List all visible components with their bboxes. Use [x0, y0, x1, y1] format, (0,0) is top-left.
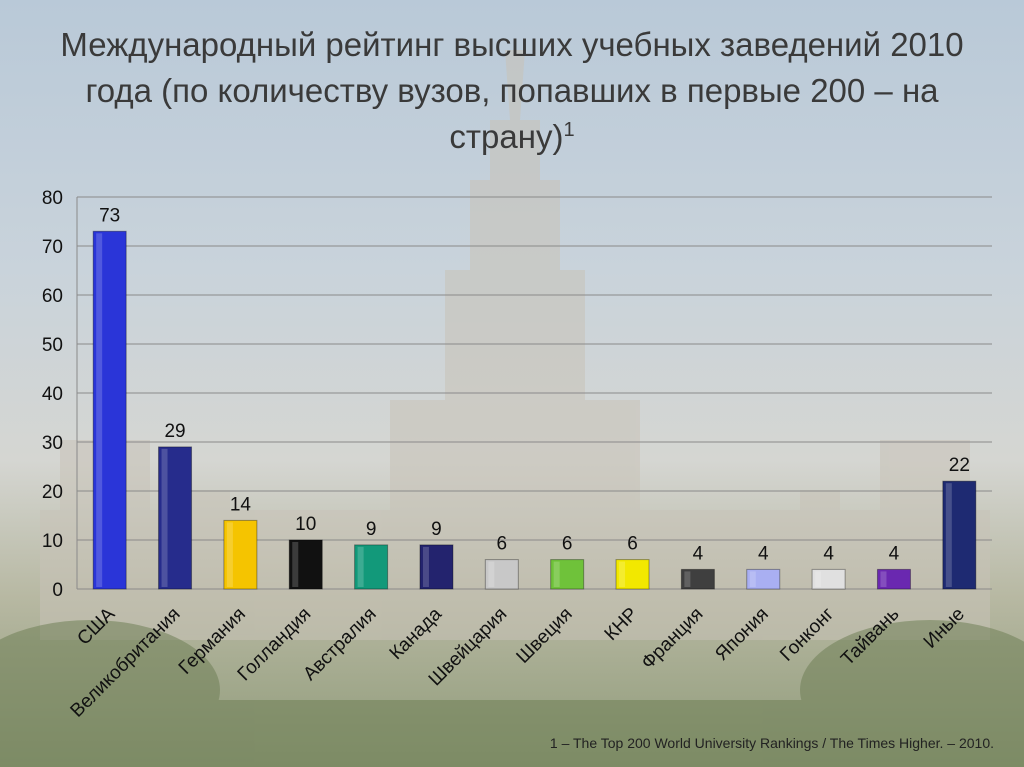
bar-highlight: [422, 546, 429, 587]
data-label: 4: [693, 543, 704, 564]
bar-highlight: [880, 571, 887, 587]
bar-highlight: [161, 448, 168, 587]
data-label: 6: [497, 534, 508, 555]
bar: [746, 568, 781, 590]
chart-title: Международный рейтинг высших учебных зав…: [40, 22, 984, 160]
title-footnote-mark: 1: [563, 119, 575, 141]
data-label: 29: [164, 421, 185, 442]
y-tick-label: 50: [42, 335, 63, 356]
data-label: 4: [823, 543, 834, 564]
bar: [942, 480, 977, 590]
bar: [158, 446, 193, 590]
bar-highlight: [96, 233, 103, 588]
y-tick-label: 30: [42, 433, 63, 454]
data-label: 6: [562, 534, 573, 555]
y-tick-label: 20: [42, 482, 63, 503]
x-tick-label: Иные: [920, 604, 969, 653]
chart-title-text: Международный рейтинг высших учебных зав…: [60, 26, 964, 155]
data-label: 73: [99, 205, 120, 226]
x-tick-label: Канада: [386, 603, 447, 664]
bar-highlight: [619, 561, 626, 587]
bar: [354, 544, 389, 590]
bar: [484, 559, 519, 590]
bar-highlight: [226, 522, 233, 587]
data-label: 9: [366, 519, 377, 540]
bar: [288, 539, 323, 590]
bar: [92, 230, 127, 590]
bar: [615, 559, 650, 590]
bar-highlight: [488, 561, 495, 587]
data-label: 4: [758, 543, 769, 564]
x-tick-label: Франция: [638, 604, 708, 674]
data-label: 9: [431, 519, 442, 540]
bar-highlight: [749, 571, 756, 587]
bar-highlight: [684, 571, 691, 587]
bar: [811, 568, 846, 590]
x-tick-label: Япония: [711, 604, 773, 666]
y-tick-label: 80: [42, 188, 63, 209]
footnote: 1 – The Top 200 World University Ranking…: [549, 735, 994, 751]
data-label: 4: [889, 543, 900, 564]
x-tick-label: Гонконг: [776, 604, 838, 666]
bar: [876, 568, 911, 590]
bar-highlight: [553, 561, 560, 587]
data-label: 6: [627, 534, 638, 555]
bar-highlight: [815, 571, 822, 587]
bar-highlight: [357, 546, 364, 587]
x-tick-label: Тайвань: [837, 604, 903, 670]
y-tick-label: 60: [42, 286, 63, 307]
bar-highlight: [292, 542, 299, 587]
y-tick-label: 10: [42, 531, 63, 552]
x-tick-label: Швеция: [513, 604, 577, 668]
bar: [550, 559, 585, 590]
bar: [223, 519, 258, 590]
bar: [680, 568, 715, 590]
x-tick-label: КНР: [601, 604, 642, 645]
bar: [419, 544, 454, 590]
data-label: 22: [949, 455, 970, 476]
x-tick-label: Великобритания: [67, 604, 185, 722]
y-tick-label: 70: [42, 237, 63, 258]
data-label: 10: [295, 514, 316, 535]
data-label: 14: [230, 494, 252, 515]
x-tick-label: США: [73, 603, 119, 649]
bar-highlight: [945, 483, 952, 587]
y-tick-label: 0: [52, 580, 63, 601]
y-tick-label: 40: [42, 384, 63, 405]
